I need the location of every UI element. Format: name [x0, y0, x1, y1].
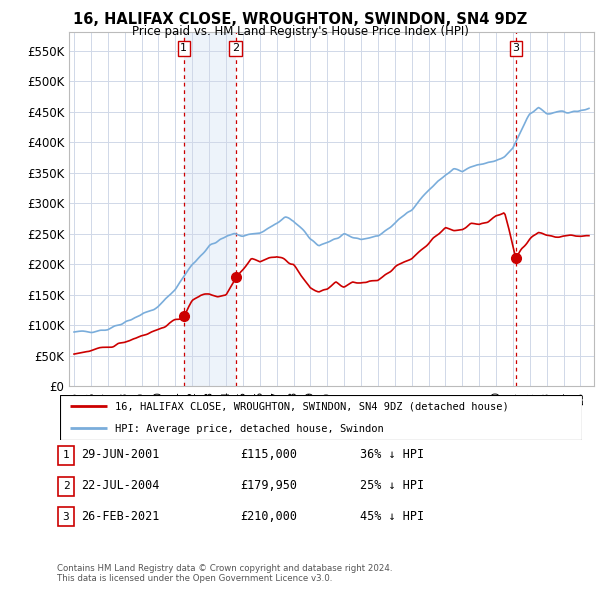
Text: 16, HALIFAX CLOSE, WROUGHTON, SWINDON, SN4 9DZ: 16, HALIFAX CLOSE, WROUGHTON, SWINDON, S…: [73, 12, 527, 27]
Text: Price paid vs. HM Land Registry's House Price Index (HPI): Price paid vs. HM Land Registry's House …: [131, 25, 469, 38]
Bar: [184, 32, 236, 386]
Text: £210,000: £210,000: [240, 510, 297, 523]
Text: 22-JUL-2004: 22-JUL-2004: [81, 479, 160, 492]
Text: Contains HM Land Registry data © Crown copyright and database right 2024.
This d: Contains HM Land Registry data © Crown c…: [57, 563, 392, 583]
Text: 2: 2: [232, 44, 239, 53]
Text: HPI: Average price, detached house, Swindon: HPI: Average price, detached house, Swin…: [115, 424, 383, 434]
Text: 1: 1: [62, 451, 70, 460]
Text: 36% ↓ HPI: 36% ↓ HPI: [360, 448, 424, 461]
Text: 2: 2: [62, 481, 70, 491]
Text: 45% ↓ HPI: 45% ↓ HPI: [360, 510, 424, 523]
Text: 3: 3: [62, 512, 70, 522]
Text: 3: 3: [512, 44, 519, 53]
Text: £115,000: £115,000: [240, 448, 297, 461]
Text: 26-FEB-2021: 26-FEB-2021: [81, 510, 160, 523]
Text: 29-JUN-2001: 29-JUN-2001: [81, 448, 160, 461]
Text: 25% ↓ HPI: 25% ↓ HPI: [360, 479, 424, 492]
Text: 16, HALIFAX CLOSE, WROUGHTON, SWINDON, SN4 9DZ (detached house): 16, HALIFAX CLOSE, WROUGHTON, SWINDON, S…: [115, 402, 509, 412]
Text: £179,950: £179,950: [240, 479, 297, 492]
Text: 1: 1: [180, 44, 187, 53]
